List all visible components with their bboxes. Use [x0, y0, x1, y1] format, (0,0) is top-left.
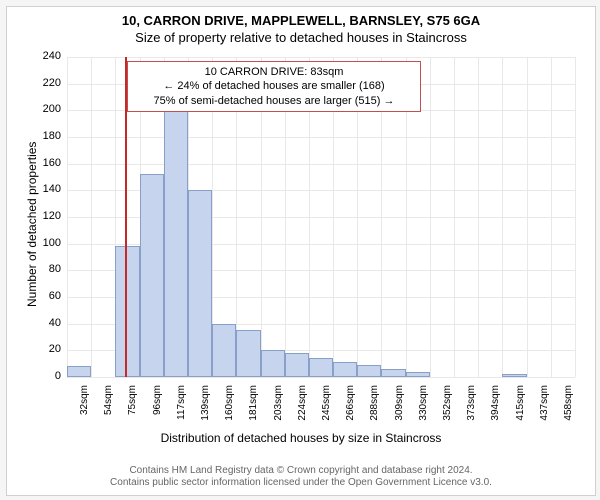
chart-container: 10, CARRON DRIVE, MAPPLEWELL, BARNSLEY, …: [0, 0, 600, 500]
gridline-v: [527, 57, 528, 377]
x-tick: 309sqm: [394, 385, 405, 425]
x-tick: 32sqm: [79, 385, 90, 425]
y-tick: 20: [31, 343, 61, 355]
histogram-bar: [357, 365, 381, 377]
chart-title: 10, CARRON DRIVE, MAPPLEWELL, BARNSLEY, …: [7, 13, 595, 28]
x-tick: 224sqm: [297, 385, 308, 425]
footer-line1: Contains HM Land Registry data © Crown c…: [7, 465, 595, 477]
x-tick: 54sqm: [103, 385, 114, 425]
y-tick: 220: [31, 77, 61, 89]
x-tick: 437sqm: [539, 385, 550, 425]
gridline-h: [67, 137, 575, 138]
histogram-bar: [164, 110, 188, 377]
gridline-v: [91, 57, 92, 377]
y-tick: 200: [31, 103, 61, 115]
x-tick: 203sqm: [273, 385, 284, 425]
x-tick: 373sqm: [466, 385, 477, 425]
y-tick: 180: [31, 130, 61, 142]
y-tick: 40: [31, 317, 61, 329]
histogram-bar: [212, 324, 236, 377]
histogram-bar: [406, 372, 430, 377]
gridline-v: [478, 57, 479, 377]
x-tick: 415sqm: [515, 385, 526, 425]
x-axis-label: Distribution of detached houses by size …: [7, 431, 595, 445]
histogram-bar: [140, 174, 164, 377]
histogram-bar: [67, 366, 91, 377]
x-tick: 160sqm: [224, 385, 235, 425]
attribution-footer: Contains HM Land Registry data © Crown c…: [7, 465, 595, 489]
gridline-v: [454, 57, 455, 377]
y-tick: 240: [31, 50, 61, 62]
gridline-v: [502, 57, 503, 377]
x-tick: 266sqm: [345, 385, 356, 425]
gridline-v: [67, 57, 68, 377]
y-axis-label: Number of detached properties: [25, 141, 39, 306]
y-tick: 0: [31, 370, 61, 382]
gridline-h: [67, 164, 575, 165]
x-tick: 181sqm: [248, 385, 259, 425]
x-tick: 96sqm: [152, 385, 163, 425]
x-tick: 117sqm: [176, 385, 187, 425]
gridline-v: [430, 57, 431, 377]
x-tick: 330sqm: [418, 385, 429, 425]
infobox-line2: ← 24% of detached houses are smaller (16…: [134, 79, 414, 93]
histogram-bar: [333, 362, 357, 377]
chart-panel: 10, CARRON DRIVE, MAPPLEWELL, BARNSLEY, …: [6, 6, 596, 496]
x-tick: 458sqm: [563, 385, 574, 425]
chart-subtitle: Size of property relative to detached ho…: [7, 30, 595, 45]
gridline-h: [67, 57, 575, 58]
property-info-box: 10 CARRON DRIVE: 83sqm ← 24% of detached…: [127, 61, 421, 112]
histogram-bar: [236, 330, 260, 377]
x-tick: 288sqm: [369, 385, 380, 425]
infobox-line3: 75% of semi-detached houses are larger (…: [134, 94, 414, 108]
histogram-bar: [381, 369, 405, 377]
x-tick: 75sqm: [127, 385, 138, 425]
gridline-h: [67, 377, 575, 378]
histogram-bar: [502, 374, 526, 377]
histogram-bar: [115, 246, 139, 377]
gridline-v: [575, 57, 576, 377]
footer-line2: Contains public sector information licen…: [7, 477, 595, 489]
x-tick: 139sqm: [200, 385, 211, 425]
histogram-bar: [309, 358, 333, 377]
x-tick: 352sqm: [442, 385, 453, 425]
histogram-bar: [285, 353, 309, 377]
histogram-bar: [188, 190, 212, 377]
x-tick: 394sqm: [490, 385, 501, 425]
x-tick: 245sqm: [321, 385, 332, 425]
histogram-bar: [261, 350, 285, 377]
gridline-v: [551, 57, 552, 377]
infobox-line1: 10 CARRON DRIVE: 83sqm: [134, 65, 414, 79]
